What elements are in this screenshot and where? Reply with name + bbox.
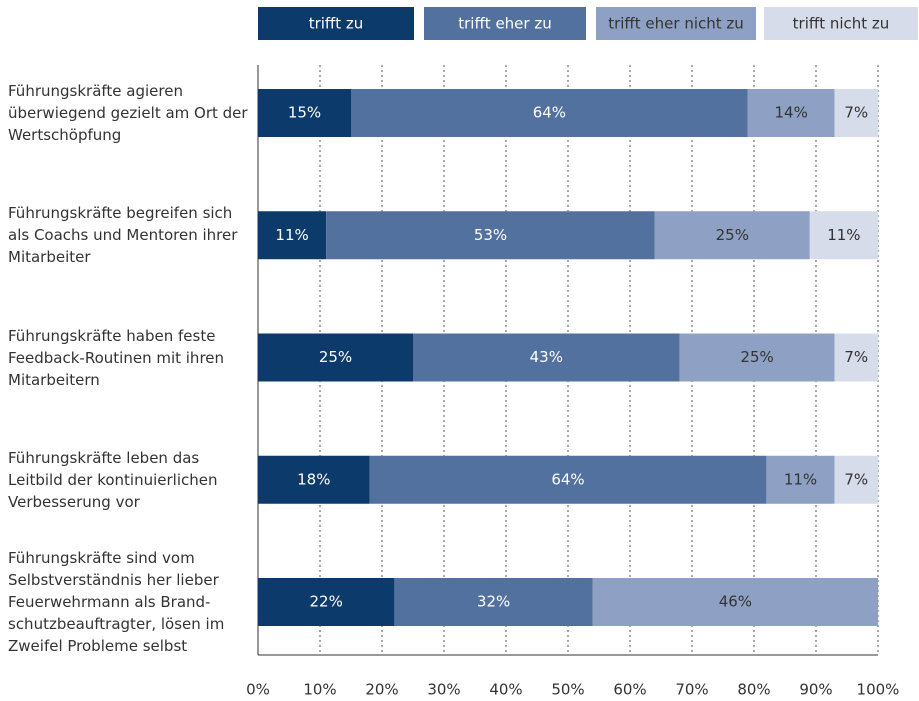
bar-segment (258, 211, 327, 260)
category-label: Führungskräfte sind vom Selbstverständni… (8, 549, 225, 655)
bar-segment (679, 333, 835, 382)
value-label: 11% (275, 226, 308, 244)
bar-segment (809, 211, 878, 260)
value-label: 18% (297, 470, 330, 488)
value-label: 25% (319, 348, 352, 366)
bar-segment (258, 89, 351, 137)
legend-swatch (258, 7, 414, 40)
value-label: 11% (784, 470, 817, 488)
x-tick-label: 30% (427, 681, 460, 699)
x-tick-label: 60% (613, 681, 646, 699)
legend-swatch (596, 7, 756, 40)
bar-segment (394, 578, 593, 626)
value-label: 64% (533, 104, 566, 122)
bar-segment (258, 578, 395, 626)
legend-label: trifft zu (309, 15, 364, 33)
category-label: Führungskräfte agieren überwiegend gezie… (8, 82, 248, 144)
category-label: Führungskräfte leben das Leitbild der ko… (8, 448, 218, 511)
x-tick-label: 10% (303, 681, 336, 699)
legend-swatch (764, 7, 918, 40)
legend-label: trifft nicht zu (793, 15, 890, 33)
legend-label: trifft eher nicht zu (608, 15, 744, 33)
bar-segment (834, 89, 878, 137)
value-label: 11% (827, 226, 860, 244)
value-label: 46% (719, 593, 752, 611)
bar-segment (258, 455, 370, 504)
value-label: 7% (844, 104, 868, 122)
x-tick-label: 100% (857, 681, 900, 699)
value-label: 7% (844, 348, 868, 366)
legend-swatch (424, 7, 586, 40)
x-tick-label: 40% (489, 681, 522, 699)
value-label: 53% (474, 226, 507, 244)
bar-segment (834, 455, 878, 504)
x-tick-label: 50% (551, 681, 584, 699)
value-label: 32% (477, 593, 510, 611)
bar-segment (592, 578, 878, 626)
value-label: 7% (844, 470, 868, 488)
bar-segment (369, 455, 767, 504)
value-label: 25% (740, 348, 773, 366)
legend-label: trifft eher zu (458, 15, 551, 33)
category-label: Führungskräfte begreifen sich als Coachs… (8, 204, 238, 267)
x-tick-label: 0% (246, 681, 270, 699)
bar-segment (351, 89, 748, 137)
x-tick-label: 80% (737, 681, 770, 699)
bar-segment (258, 333, 413, 382)
x-tick-label: 70% (675, 681, 708, 699)
bar-segment (766, 455, 835, 504)
x-tick-label: 90% (799, 681, 832, 699)
x-tick-label: 20% (365, 681, 398, 699)
bar-segment (326, 211, 655, 260)
bar-segment (413, 333, 680, 382)
bar-segment (654, 211, 810, 260)
bar-segment (747, 89, 835, 137)
value-label: 15% (288, 104, 321, 122)
bar-segment (834, 333, 878, 382)
value-label: 64% (551, 470, 584, 488)
value-label: 43% (530, 348, 563, 366)
value-label: 14% (775, 104, 808, 122)
category-label: Führungskräfte haben feste Feedback-Rout… (8, 326, 225, 389)
value-label: 25% (716, 226, 749, 244)
value-label: 22% (310, 593, 343, 611)
